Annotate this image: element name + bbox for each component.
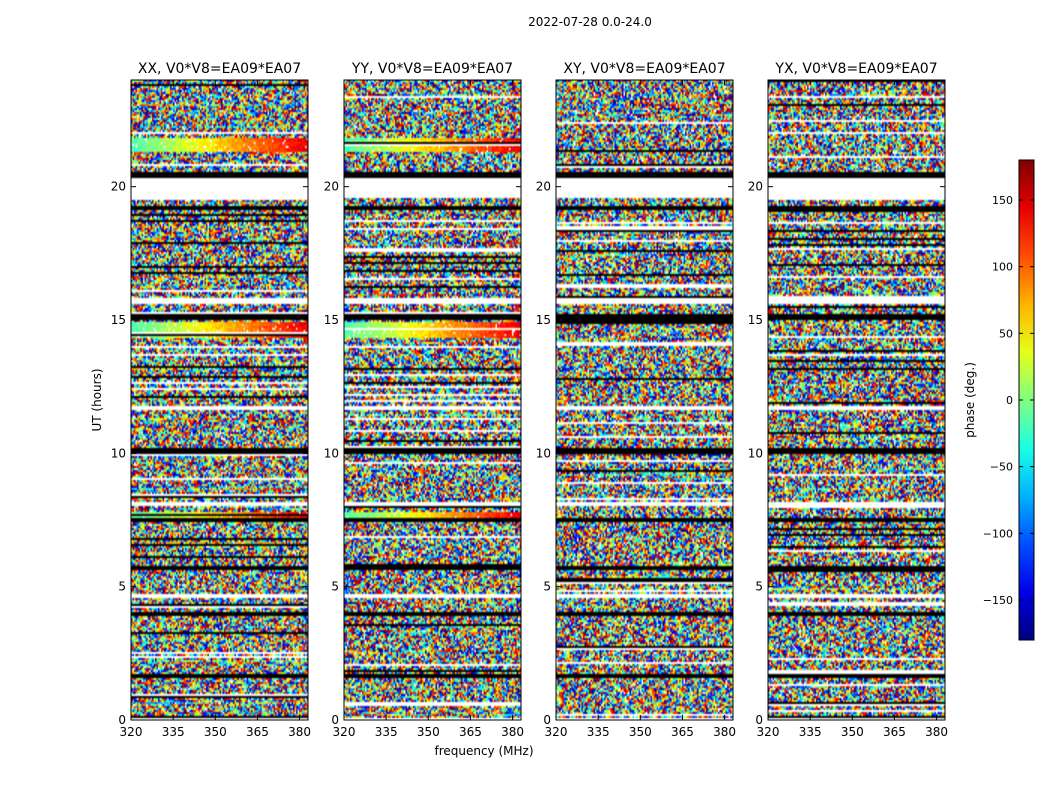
panel-xx: XX, V0*V8=EA09*EA07 320 335 350 365 380 0 5 10 15… — [111, 61, 311, 739]
colorbar-tick-label: −100 — [983, 527, 1013, 540]
x-tick-label: 320 — [120, 725, 143, 739]
panel-yx: YX, V0*V8=EA09*EA07 320 335 350 365 380 0 5 10 15… — [748, 61, 948, 739]
x-tick-label: 380 — [288, 725, 311, 739]
y-tick-label: 20 — [324, 180, 339, 194]
colorbar-tick-label: 150 — [992, 194, 1013, 207]
panel-xy: XY, V0*V8=EA09*EA07 320 335 350 365 380 0 5 10 15… — [536, 61, 736, 739]
x-tick-label: 365 — [246, 725, 269, 739]
x-axis-label: frequency (MHz) — [434, 744, 533, 758]
phase-image-yy — [344, 80, 521, 720]
colorbar-label: phase (deg.) — [963, 362, 977, 438]
phase-image-xy — [556, 80, 733, 720]
phase-image-xx — [131, 80, 308, 720]
colorbar-tick-label: −150 — [983, 594, 1013, 607]
y-tick-label: 15 — [111, 313, 126, 327]
y-tick-label: 15 — [536, 313, 551, 327]
colorbar-tick-label: 0 — [1006, 394, 1013, 407]
y-tick-label: 10 — [324, 446, 339, 460]
x-tick-label: 335 — [162, 725, 185, 739]
y-tick-label: 10 — [536, 446, 551, 460]
panels: XX, V0*V8=EA09*EA07 320 335 350 365 380 0 5 10 15… — [111, 61, 948, 739]
y-tick-label: 20 — [748, 180, 763, 194]
panel-frame — [343, 79, 522, 721]
y-tick-label: 15 — [324, 313, 339, 327]
y-tick-label: 5 — [331, 580, 339, 594]
y-tick-label: 0 — [543, 713, 551, 727]
panel-frame — [555, 79, 734, 721]
y-tick-label: 0 — [118, 713, 126, 727]
x-tick-label: 320 — [757, 725, 780, 739]
x-tick-label: 380 — [713, 725, 736, 739]
colorbar-tick-label: −50 — [990, 461, 1013, 474]
colorbar-tick-label: 100 — [992, 261, 1013, 274]
x-tick-label: 320 — [333, 725, 356, 739]
x-tick-label: 350 — [417, 725, 440, 739]
phase-image-yx — [768, 80, 945, 720]
x-tick-label: 335 — [375, 725, 398, 739]
y-tick-label: 0 — [331, 713, 339, 727]
panel-title: XY, V0*V8=EA09*EA07 — [563, 61, 725, 77]
y-tick-label: 0 — [755, 713, 763, 727]
y-tick-label: 5 — [543, 580, 551, 594]
y-tick-label: 5 — [118, 580, 126, 594]
x-tick-label: 380 — [925, 725, 948, 739]
x-tick-label: 380 — [501, 725, 524, 739]
x-tick-label: 335 — [799, 725, 822, 739]
x-tick-label: 335 — [587, 725, 610, 739]
x-tick-label: 320 — [545, 725, 568, 739]
panel-title: YX, V0*V8=EA09*EA07 — [774, 61, 937, 77]
x-tick-label: 350 — [204, 725, 227, 739]
y-tick-label: 10 — [111, 446, 126, 460]
panel-title: YY, V0*V8=EA09*EA07 — [351, 61, 513, 77]
y-tick-label: 20 — [536, 180, 551, 194]
panel-yy: YY, V0*V8=EA09*EA07 320 335 350 365 380 0 5 10 15… — [324, 61, 524, 739]
panel-frame — [767, 79, 946, 721]
x-tick-label: 365 — [883, 725, 906, 739]
y-tick-label: 20 — [111, 180, 126, 194]
y-axis-label: UT (hours) — [90, 368, 104, 431]
y-tick-label: 5 — [755, 580, 763, 594]
panel-title: XX, V0*V8=EA09*EA07 — [138, 61, 301, 77]
x-tick-label: 365 — [671, 725, 694, 739]
colorbar: −150 −100 −50 0 50 100 150 phase (deg.) — [963, 159, 1035, 641]
x-tick-label: 350 — [629, 725, 652, 739]
y-tick-label: 15 — [748, 313, 763, 327]
x-tick-label: 365 — [459, 725, 482, 739]
x-tick-label: 350 — [841, 725, 864, 739]
y-tick-label: 10 — [748, 446, 763, 460]
panel-frame — [130, 79, 309, 721]
figure-title: 2022-07-28 0.0-24.0 — [528, 15, 652, 29]
colorbar-tick-label: 50 — [999, 327, 1013, 340]
